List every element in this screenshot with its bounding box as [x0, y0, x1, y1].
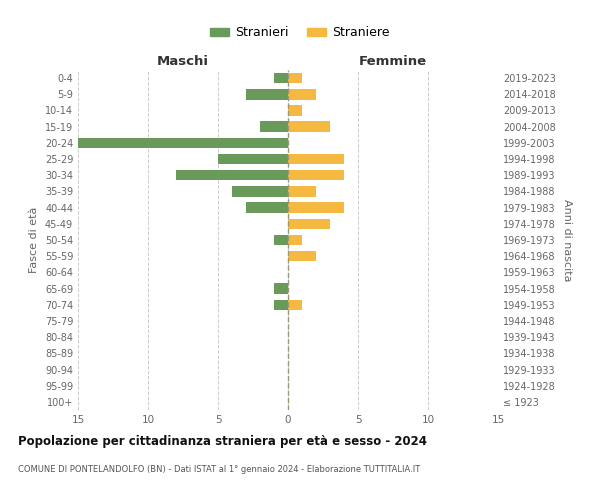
Text: COMUNE DI PONTELANDOLFO (BN) - Dati ISTAT al 1° gennaio 2024 - Elaborazione TUTT: COMUNE DI PONTELANDOLFO (BN) - Dati ISTA…	[18, 465, 420, 474]
Bar	[260, 122, 288, 132]
Bar	[246, 89, 288, 100]
Bar	[274, 284, 288, 294]
Bar	[288, 154, 344, 164]
Bar	[288, 170, 344, 180]
Bar	[288, 251, 316, 262]
Bar	[288, 218, 330, 229]
Bar	[288, 300, 302, 310]
Text: Femmine: Femmine	[359, 56, 427, 68]
Bar	[232, 186, 288, 196]
Legend: Stranieri, Straniere: Stranieri, Straniere	[205, 21, 395, 44]
Bar	[288, 186, 316, 196]
Bar	[288, 105, 302, 116]
Bar	[218, 154, 288, 164]
Bar	[274, 234, 288, 246]
Bar	[274, 73, 288, 84]
Bar	[288, 89, 316, 100]
Bar	[78, 138, 288, 148]
Bar	[274, 300, 288, 310]
Text: Popolazione per cittadinanza straniera per età e sesso - 2024: Popolazione per cittadinanza straniera p…	[18, 435, 427, 448]
Bar	[288, 122, 330, 132]
Y-axis label: Anni di nascita: Anni di nascita	[562, 198, 572, 281]
Bar	[288, 234, 302, 246]
Text: Maschi: Maschi	[157, 56, 209, 68]
Bar	[246, 202, 288, 213]
Bar	[288, 202, 344, 213]
Y-axis label: Fasce di età: Fasce di età	[29, 207, 39, 273]
Bar	[288, 73, 302, 84]
Bar	[176, 170, 288, 180]
